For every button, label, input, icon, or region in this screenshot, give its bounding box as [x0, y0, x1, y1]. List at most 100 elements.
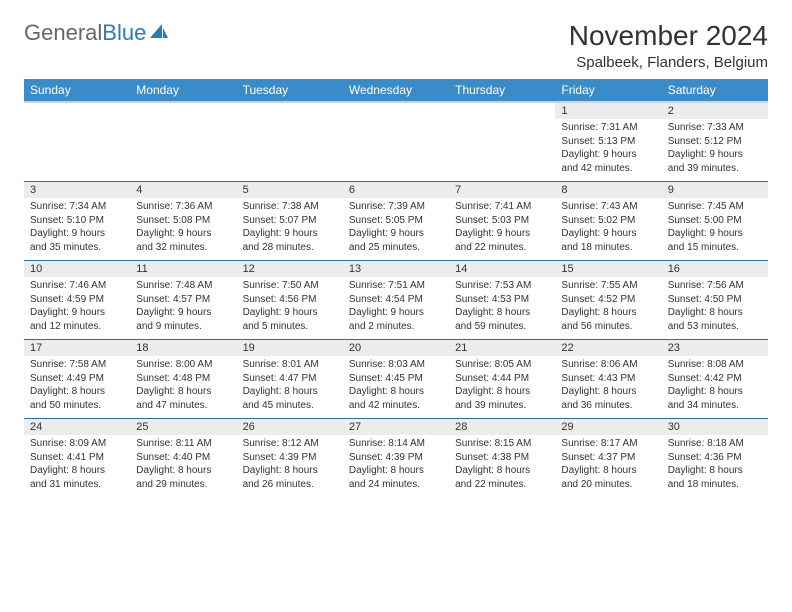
calendar-table: SundayMondayTuesdayWednesdayThursdayFrid…	[24, 79, 768, 497]
day-number-cell: 24	[24, 419, 130, 436]
day-sr: Sunrise: 7:43 AM	[561, 200, 655, 214]
day-ss: Sunset: 4:43 PM	[561, 372, 655, 386]
day-ss: Sunset: 4:47 PM	[243, 372, 337, 386]
day-sr: Sunrise: 8:08 AM	[668, 358, 762, 372]
day-content-cell: Sunrise: 8:18 AMSunset: 4:36 PMDaylight:…	[662, 435, 768, 497]
day-number-cell: 3	[24, 182, 130, 199]
day-number-cell: 17	[24, 340, 130, 357]
day-number-cell: 22	[555, 340, 661, 357]
brand-logo: GeneralBlue	[24, 20, 170, 46]
day-sr: Sunrise: 8:05 AM	[455, 358, 549, 372]
day-d1: Daylight: 9 hours	[561, 148, 655, 162]
day-content-row: Sunrise: 7:31 AMSunset: 5:13 PMDaylight:…	[24, 119, 768, 182]
day-content-cell: Sunrise: 7:31 AMSunset: 5:13 PMDaylight:…	[555, 119, 661, 182]
day-content-cell: Sunrise: 8:03 AMSunset: 4:45 PMDaylight:…	[343, 356, 449, 419]
day-number-cell: 13	[343, 261, 449, 278]
day-content-cell: Sunrise: 7:34 AMSunset: 5:10 PMDaylight:…	[24, 198, 130, 261]
day-sr: Sunrise: 7:58 AM	[30, 358, 124, 372]
day-d2: and 28 minutes.	[243, 241, 337, 255]
day-d1: Daylight: 8 hours	[668, 464, 762, 478]
day-content-cell: Sunrise: 8:15 AMSunset: 4:38 PMDaylight:…	[449, 435, 555, 497]
day-number-cell: 28	[449, 419, 555, 436]
day-ss: Sunset: 5:00 PM	[668, 214, 762, 228]
day-d1: Daylight: 9 hours	[349, 227, 443, 241]
day-number-cell	[24, 102, 130, 119]
day-d1: Daylight: 8 hours	[668, 385, 762, 399]
day-d2: and 22 minutes.	[455, 241, 549, 255]
day-ss: Sunset: 5:13 PM	[561, 135, 655, 149]
day-d2: and 50 minutes.	[30, 399, 124, 413]
day-d1: Daylight: 9 hours	[668, 148, 762, 162]
day-sr: Sunrise: 7:55 AM	[561, 279, 655, 293]
day-d1: Daylight: 8 hours	[136, 464, 230, 478]
day-number-cell: 23	[662, 340, 768, 357]
day-ss: Sunset: 4:45 PM	[349, 372, 443, 386]
day-d1: Daylight: 8 hours	[561, 464, 655, 478]
day-ss: Sunset: 4:56 PM	[243, 293, 337, 307]
day-number-cell: 30	[662, 419, 768, 436]
day-content-cell: Sunrise: 8:17 AMSunset: 4:37 PMDaylight:…	[555, 435, 661, 497]
day-ss: Sunset: 4:44 PM	[455, 372, 549, 386]
day-sr: Sunrise: 8:17 AM	[561, 437, 655, 451]
month-title: November 2024	[569, 20, 768, 52]
day-ss: Sunset: 4:50 PM	[668, 293, 762, 307]
daynum-row: 24252627282930	[24, 419, 768, 436]
day-d2: and 42 minutes.	[561, 162, 655, 176]
day-content-cell: Sunrise: 8:08 AMSunset: 4:42 PMDaylight:…	[662, 356, 768, 419]
day-d2: and 15 minutes.	[668, 241, 762, 255]
day-ss: Sunset: 5:12 PM	[668, 135, 762, 149]
day-d1: Daylight: 9 hours	[455, 227, 549, 241]
day-sr: Sunrise: 7:46 AM	[30, 279, 124, 293]
day-d1: Daylight: 8 hours	[136, 385, 230, 399]
day-d1: Daylight: 8 hours	[243, 385, 337, 399]
day-ss: Sunset: 4:38 PM	[455, 451, 549, 465]
day-sr: Sunrise: 7:39 AM	[349, 200, 443, 214]
day-d2: and 22 minutes.	[455, 478, 549, 492]
day-number-cell: 6	[343, 182, 449, 199]
day-sr: Sunrise: 8:15 AM	[455, 437, 549, 451]
day-sr: Sunrise: 8:12 AM	[243, 437, 337, 451]
day-content-cell: Sunrise: 7:45 AMSunset: 5:00 PMDaylight:…	[662, 198, 768, 261]
day-d2: and 39 minutes.	[668, 162, 762, 176]
day-d1: Daylight: 8 hours	[455, 464, 549, 478]
day-ss: Sunset: 5:07 PM	[243, 214, 337, 228]
day-sr: Sunrise: 7:34 AM	[30, 200, 124, 214]
day-content-cell: Sunrise: 7:50 AMSunset: 4:56 PMDaylight:…	[237, 277, 343, 340]
day-header: Sunday	[24, 79, 130, 102]
day-content-cell: Sunrise: 7:55 AMSunset: 4:52 PMDaylight:…	[555, 277, 661, 340]
day-d1: Daylight: 8 hours	[668, 306, 762, 320]
day-d1: Daylight: 8 hours	[561, 385, 655, 399]
day-d2: and 2 minutes.	[349, 320, 443, 334]
day-number-cell: 19	[237, 340, 343, 357]
day-d2: and 53 minutes.	[668, 320, 762, 334]
day-d2: and 18 minutes.	[561, 241, 655, 255]
brand-sail-icon	[148, 20, 170, 46]
day-sr: Sunrise: 8:01 AM	[243, 358, 337, 372]
day-content-cell: Sunrise: 8:00 AMSunset: 4:48 PMDaylight:…	[130, 356, 236, 419]
day-number-cell: 21	[449, 340, 555, 357]
day-ss: Sunset: 5:03 PM	[455, 214, 549, 228]
day-content-cell: Sunrise: 7:58 AMSunset: 4:49 PMDaylight:…	[24, 356, 130, 419]
day-sr: Sunrise: 7:41 AM	[455, 200, 549, 214]
daynum-row: 3456789	[24, 182, 768, 199]
day-d2: and 5 minutes.	[243, 320, 337, 334]
daynum-row: 10111213141516	[24, 261, 768, 278]
day-content-cell: Sunrise: 8:12 AMSunset: 4:39 PMDaylight:…	[237, 435, 343, 497]
day-d2: and 20 minutes.	[561, 478, 655, 492]
day-number-cell: 16	[662, 261, 768, 278]
day-ss: Sunset: 4:37 PM	[561, 451, 655, 465]
day-d2: and 32 minutes.	[136, 241, 230, 255]
day-content-cell: Sunrise: 7:53 AMSunset: 4:53 PMDaylight:…	[449, 277, 555, 340]
day-number-cell: 14	[449, 261, 555, 278]
day-d1: Daylight: 8 hours	[243, 464, 337, 478]
day-header: Wednesday	[343, 79, 449, 102]
day-number-cell: 15	[555, 261, 661, 278]
day-number-cell: 11	[130, 261, 236, 278]
day-header: Thursday	[449, 79, 555, 102]
day-sr: Sunrise: 8:14 AM	[349, 437, 443, 451]
day-number-cell: 8	[555, 182, 661, 199]
location-text: Spalbeek, Flanders, Belgium	[569, 54, 768, 71]
day-number-cell	[449, 102, 555, 119]
day-content-cell: Sunrise: 7:38 AMSunset: 5:07 PMDaylight:…	[237, 198, 343, 261]
day-d2: and 59 minutes.	[455, 320, 549, 334]
